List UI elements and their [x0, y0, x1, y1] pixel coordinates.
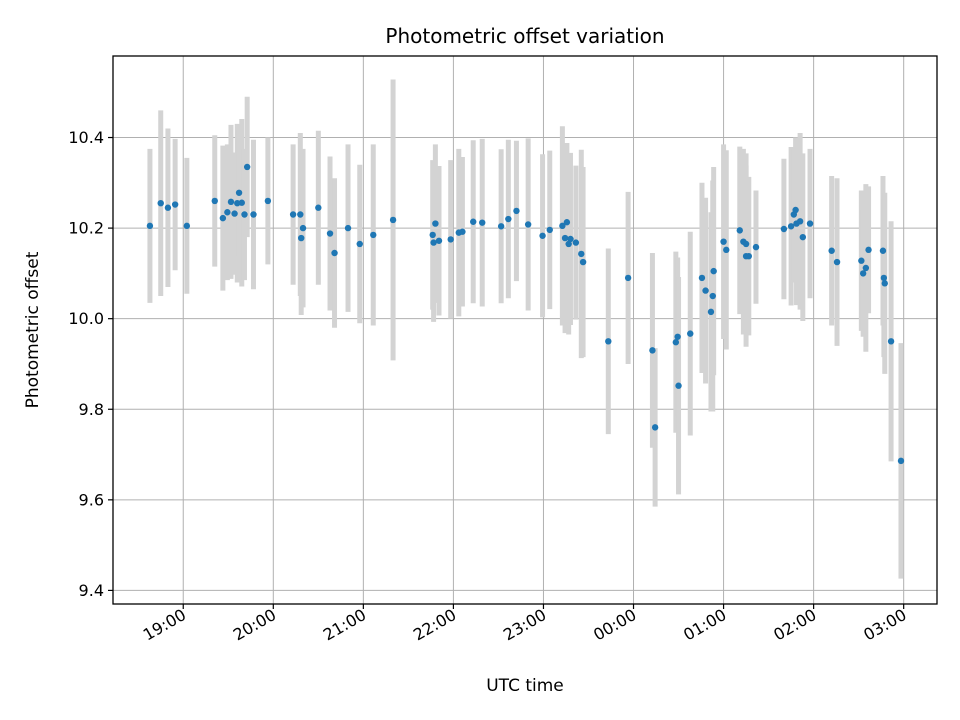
data-point	[862, 264, 870, 272]
data-point	[833, 258, 841, 266]
data-point	[164, 204, 172, 211]
data-point	[702, 287, 709, 294]
y-tick-label: 9.6	[79, 490, 104, 509]
data-point	[806, 220, 814, 227]
data-point	[183, 222, 191, 230]
data-point	[780, 225, 788, 233]
data-point	[297, 211, 304, 218]
data-point	[887, 338, 895, 345]
data-point	[880, 274, 888, 282]
data-point	[897, 457, 905, 465]
data-point	[828, 247, 835, 254]
data-point	[479, 219, 486, 226]
data-point	[470, 218, 477, 225]
data-point	[858, 257, 865, 264]
data-point	[315, 204, 322, 211]
data-point	[881, 280, 888, 287]
data-point	[243, 163, 251, 171]
data-point	[250, 211, 257, 218]
data-point	[447, 236, 454, 243]
data-point	[672, 339, 680, 346]
data-point	[709, 292, 716, 300]
data-point	[224, 209, 231, 216]
data-point	[326, 230, 334, 237]
y-tick-label: 10.0	[68, 309, 104, 328]
data-point	[859, 270, 867, 277]
data-point	[459, 228, 466, 235]
data-point	[546, 226, 553, 234]
data-point	[752, 243, 760, 251]
data-point	[572, 239, 580, 246]
data-point	[344, 224, 352, 232]
data-point	[432, 220, 439, 227]
data-point	[430, 239, 437, 246]
data-point	[561, 234, 569, 242]
data-point	[389, 216, 397, 224]
data-point	[674, 333, 681, 340]
y-tick-label: 9.4	[79, 581, 104, 600]
data-point	[723, 246, 730, 254]
data-point	[698, 274, 706, 282]
data-point	[429, 231, 436, 239]
point-layer	[146, 163, 905, 465]
data-point	[745, 252, 752, 260]
data-point	[865, 246, 872, 254]
y-axis-title: Photometric offset	[23, 251, 43, 408]
data-point	[687, 330, 694, 337]
data-point	[157, 199, 164, 207]
data-point	[624, 274, 632, 282]
data-point	[370, 231, 377, 239]
data-point	[331, 249, 338, 257]
data-point	[435, 237, 443, 244]
data-point	[787, 223, 795, 230]
data-point	[231, 210, 238, 217]
data-point	[235, 189, 243, 196]
data-point	[579, 258, 587, 266]
data-point	[675, 382, 682, 389]
data-point	[356, 240, 363, 248]
data-point	[539, 232, 546, 239]
data-point	[710, 267, 717, 275]
data-point	[792, 206, 799, 214]
data-point	[567, 235, 574, 243]
data-point	[298, 234, 305, 242]
data-point	[736, 227, 743, 234]
y-tick-label: 10.4	[68, 128, 104, 147]
data-point	[578, 250, 585, 258]
data-point	[742, 240, 750, 248]
data-point	[497, 223, 505, 230]
data-point	[513, 207, 520, 215]
data-point	[799, 233, 807, 241]
data-point	[238, 199, 245, 206]
data-point	[707, 308, 715, 316]
chart-title: Photometric offset variation	[385, 24, 664, 48]
data-point	[219, 214, 227, 222]
data-point	[171, 201, 179, 208]
data-point	[264, 197, 272, 205]
y-tick-label: 9.8	[79, 400, 104, 419]
data-point	[651, 424, 659, 431]
data-point	[605, 338, 612, 345]
data-point	[720, 238, 727, 245]
plot-frame	[112, 55, 938, 605]
data-point	[559, 222, 566, 230]
data-point	[563, 219, 571, 226]
data-point	[211, 197, 218, 205]
data-point	[505, 215, 512, 223]
data-point	[227, 198, 235, 206]
data-point	[565, 240, 572, 248]
data-point	[299, 224, 307, 232]
data-point	[289, 211, 297, 218]
data-point	[241, 211, 248, 218]
y-tick-label: 10.2	[68, 219, 104, 238]
data-point	[796, 218, 804, 225]
data-point	[879, 247, 887, 254]
x-axis-title: UTC time	[486, 676, 564, 696]
data-point	[649, 347, 656, 354]
data-point	[524, 221, 532, 228]
data-point	[146, 222, 154, 230]
